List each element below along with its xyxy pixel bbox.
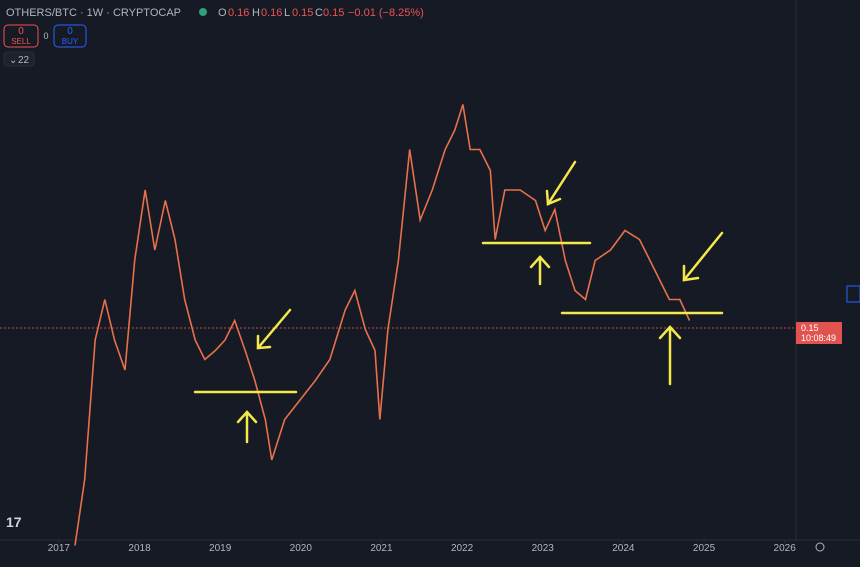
buy-count[interactable]: 0 (67, 26, 73, 37)
logo: 17 (6, 514, 22, 530)
x-tick-label: 2025 (693, 543, 716, 554)
arrow (256, 308, 292, 350)
x-tick-label: 2026 (774, 543, 797, 554)
arrow-head (256, 334, 272, 350)
ohlc-label: L (284, 7, 290, 19)
buy-button[interactable] (53, 24, 87, 48)
indicators-toggle[interactable] (3, 51, 35, 67)
settings-icon[interactable] (815, 542, 825, 552)
price-tag-countdown: 10:08:49 (801, 333, 836, 343)
arrow (682, 231, 724, 282)
status-dot (199, 8, 207, 16)
price-tag-value: 0.15 (801, 323, 819, 333)
change: −0.01 (−8.25%) (348, 7, 424, 19)
indicator-count[interactable]: 22 (18, 55, 30, 66)
arrow (546, 160, 577, 206)
x-tick-label: 2022 (451, 543, 474, 554)
sell-count[interactable]: 0 (18, 26, 24, 37)
arrow-head (236, 410, 258, 424)
chevron[interactable]: ⌄ (9, 55, 17, 66)
ohlc-value: 0.16 (261, 7, 282, 19)
ohlc-label: H (252, 7, 260, 19)
ohlc-value: 0.15 (292, 7, 313, 19)
x-tick-label: 2018 (128, 543, 151, 554)
sell-button[interactable] (3, 24, 39, 48)
x-tick-label: 2023 (532, 543, 555, 554)
ohlc-label: C (315, 7, 323, 19)
symbol: OTHERS/BTC · 1W · CRYPTOCAP (6, 7, 181, 19)
x-tick-label: 2019 (209, 543, 232, 554)
arrow-head (529, 255, 551, 269)
ohlc-value: 0.15 (323, 7, 344, 19)
x-tick-label: 2021 (370, 543, 393, 554)
price-line-series (74, 104, 691, 546)
arrow-head (682, 264, 700, 282)
annotations (193, 160, 724, 444)
buy-label[interactable]: BUY (62, 37, 79, 46)
spread: 0 (43, 31, 48, 41)
x-tick-label: 2020 (290, 543, 313, 554)
ohlc-label: O (218, 7, 227, 19)
price-tag (796, 322, 842, 344)
sell-label[interactable]: SELL (11, 37, 31, 46)
x-tick-label: 2017 (48, 543, 71, 554)
arrow-head (545, 189, 562, 206)
ohlc-value: 0.16 (228, 7, 249, 19)
x-tick-label: 2024 (612, 543, 635, 554)
axis-marker (846, 285, 860, 303)
arrow-head (658, 325, 682, 340)
